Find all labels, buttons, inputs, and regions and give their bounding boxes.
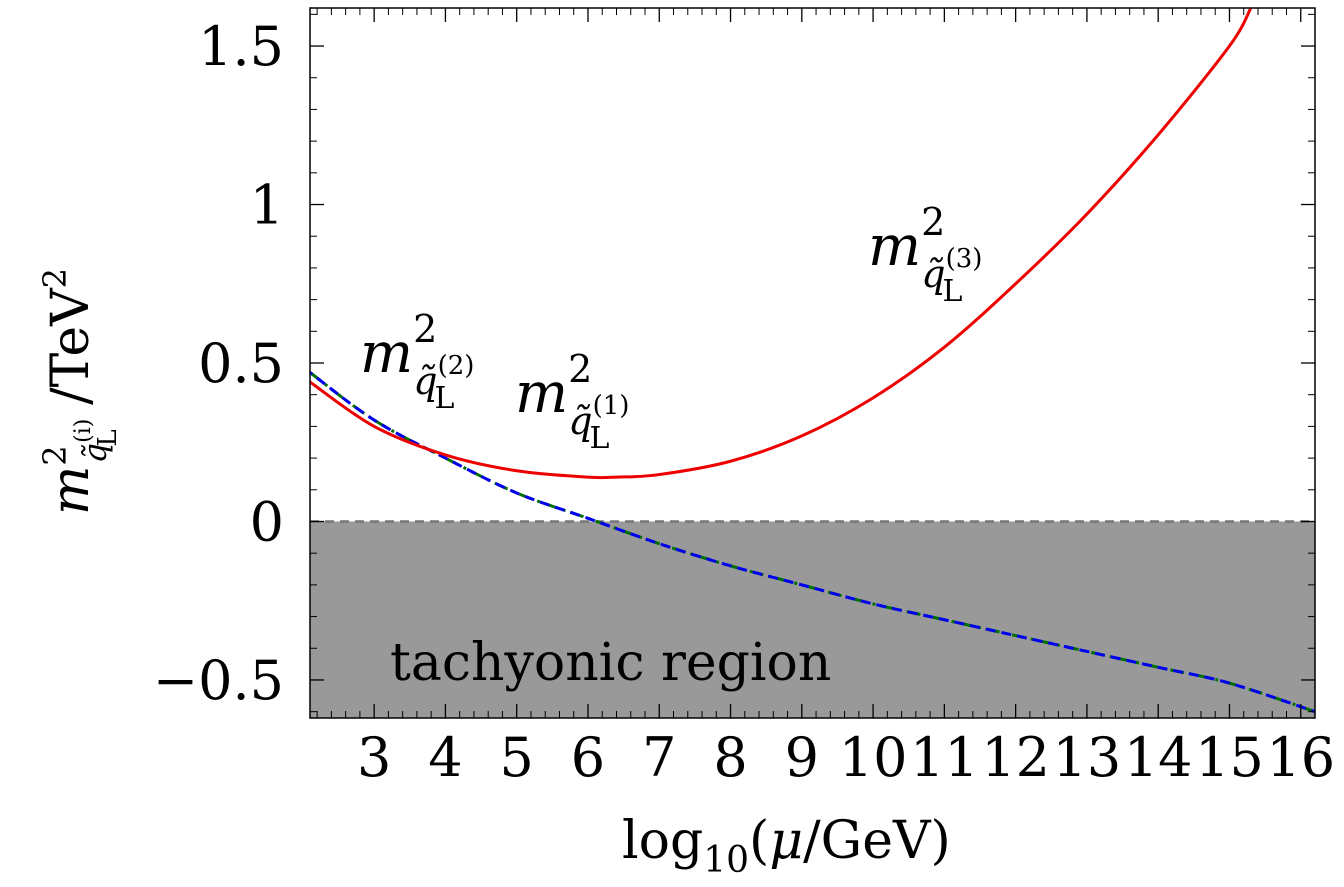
y-axis-title: m2q̃(i)L /TeV2 — [36, 268, 123, 515]
y-tick-label: 1 — [250, 174, 284, 237]
x-tick-label: 15 — [1195, 726, 1264, 789]
tachyonic-region-label: tachyonic region — [390, 633, 831, 693]
series-line-gen1 — [309, 371, 1316, 714]
x-tick-label: 5 — [500, 726, 534, 789]
tachyonic-region — [310, 521, 1315, 718]
tachyonic-region-layer — [310, 521, 1315, 718]
x-axis-title: log10(μ/GeV) — [622, 811, 951, 881]
y-tick-label: −0.5 — [153, 649, 284, 712]
x-tick-label: 13 — [1053, 726, 1122, 789]
x-tick-label: 11 — [910, 726, 979, 789]
y-axis-title-sup: 2 — [36, 445, 74, 465]
x-axis-title-log: log — [622, 811, 703, 871]
tick-layer: 3 4 5 6 7 8 9 10 11 12 13 14 15 16 −0.5 0 0.5 1 1.5 — [153, 8, 1335, 789]
series-label-gen2: m2 q̃(2) L — [360, 307, 474, 416]
x-tick-label: 7 — [642, 726, 676, 789]
x-axis-title-tail: /GeV) — [803, 811, 951, 871]
x-tick-label: 9 — [785, 726, 819, 789]
x-tick-label: 10 — [839, 726, 908, 789]
y-axis-title-q: q̃ — [76, 443, 114, 463]
series-layer — [309, 7, 1316, 714]
y-axis-title-sub: L — [93, 429, 123, 446]
series-line-gen3 — [309, 7, 1253, 480]
series-label-gen1: m2 q̃(1) L — [515, 347, 629, 456]
series-label-gen3: m2 q̃(3) L — [868, 200, 982, 309]
x-tick-label: 16 — [1266, 726, 1335, 789]
x-tick-label: 8 — [713, 726, 747, 789]
x-axis-title-paren: ( — [749, 811, 769, 871]
y-axis-title-gen: (i) — [71, 419, 96, 443]
x-tick-label: 14 — [1124, 726, 1193, 789]
x-tick-label: 3 — [357, 726, 391, 789]
x-axis-title-sub: 10 — [703, 840, 749, 881]
y-axis-title-tail-sup: 2 — [36, 268, 74, 288]
x-tick-label: 6 — [571, 726, 605, 789]
y-axis-title-m: m — [41, 466, 101, 515]
y-tick-label: 0 — [250, 490, 284, 553]
y-axis-title-tail: /TeV — [41, 287, 101, 421]
x-tick-label: 12 — [981, 726, 1050, 789]
x-tick-label: 4 — [428, 726, 462, 789]
y-tick-label: 0.5 — [198, 332, 284, 395]
x-axis-title-mu: μ — [769, 811, 803, 871]
y-tick-label: 1.5 — [198, 15, 284, 78]
